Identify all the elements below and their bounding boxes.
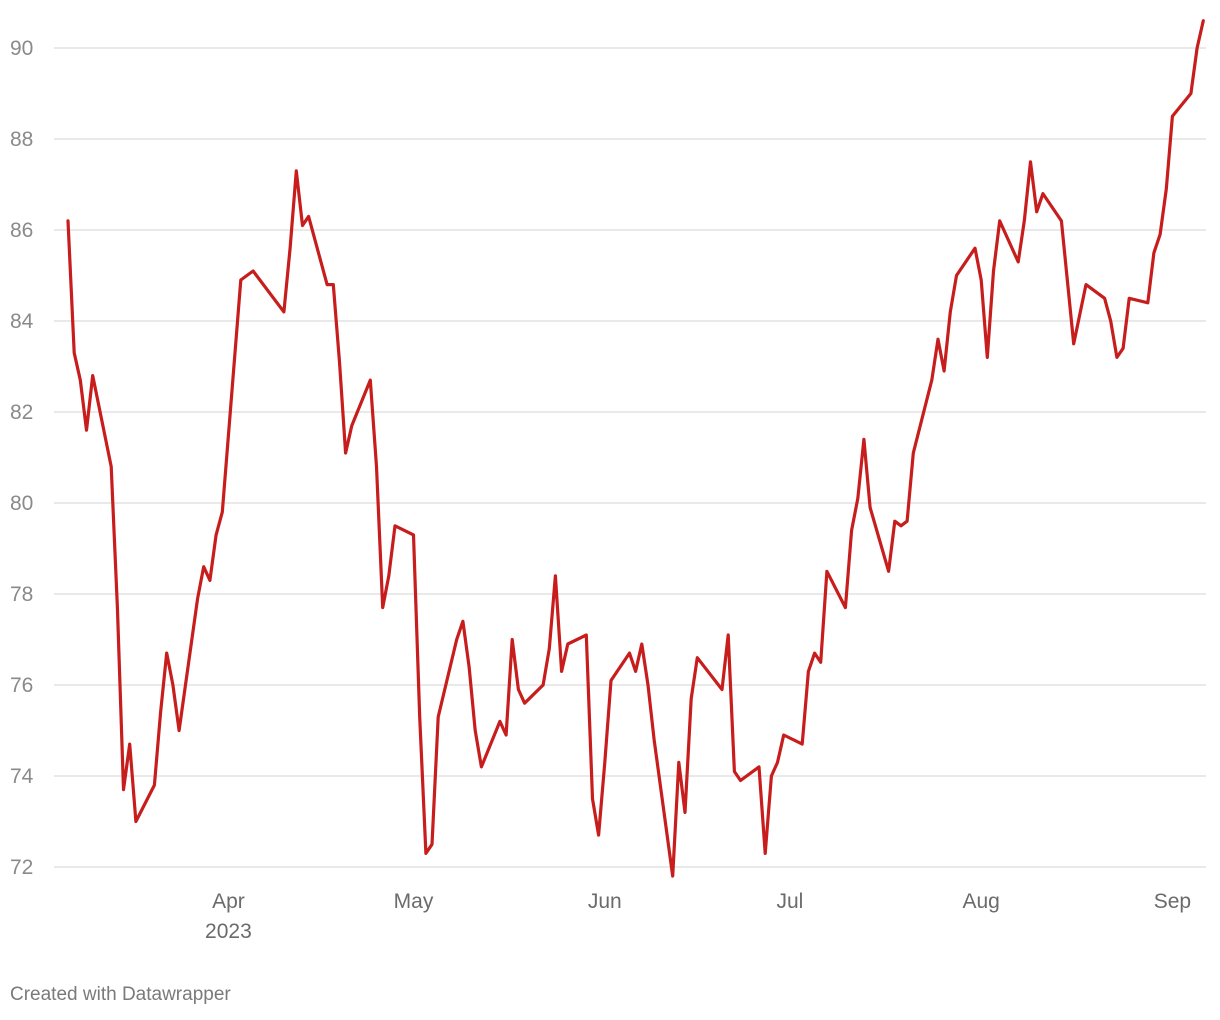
y-tick-label: 90 — [10, 37, 33, 60]
y-tick-label: 80 — [10, 492, 33, 515]
x-tick-label: Jun — [588, 890, 622, 913]
y-tick-label: 72 — [10, 856, 33, 879]
x-tick-label: Apr — [212, 890, 245, 913]
chart-svg: 72 74 76 78 80 82 84 86 88 90 Apr 2023 May Jun Jul Aug… — [10, 19, 1206, 943]
x-tick-label: May — [394, 890, 434, 913]
x-tick-label: Aug — [962, 890, 999, 913]
x-axis-ticks: Apr 2023 May Jun Jul Aug Sep — [205, 890, 1191, 943]
x-tick-label: Jul — [776, 890, 803, 913]
y-gridlines — [54, 47, 1206, 868]
y-tick-label: 84 — [10, 310, 34, 333]
y-tick-label: 88 — [10, 128, 33, 151]
series-line — [66, 19, 1205, 878]
y-tick-label: 82 — [10, 401, 33, 424]
x-tick-label: Sep — [1154, 890, 1191, 913]
x-tick-sublabel: 2023 — [205, 920, 252, 943]
y-tick-label: 74 — [10, 765, 34, 788]
y-tick-label: 86 — [10, 219, 33, 242]
y-axis-ticks: 72 74 76 78 80 82 84 86 88 90 — [10, 37, 34, 879]
series-group — [66, 19, 1205, 878]
y-tick-label: 78 — [10, 583, 33, 606]
credit-text: Created with Datawrapper — [10, 984, 231, 1005]
y-tick-label: 76 — [10, 674, 33, 697]
